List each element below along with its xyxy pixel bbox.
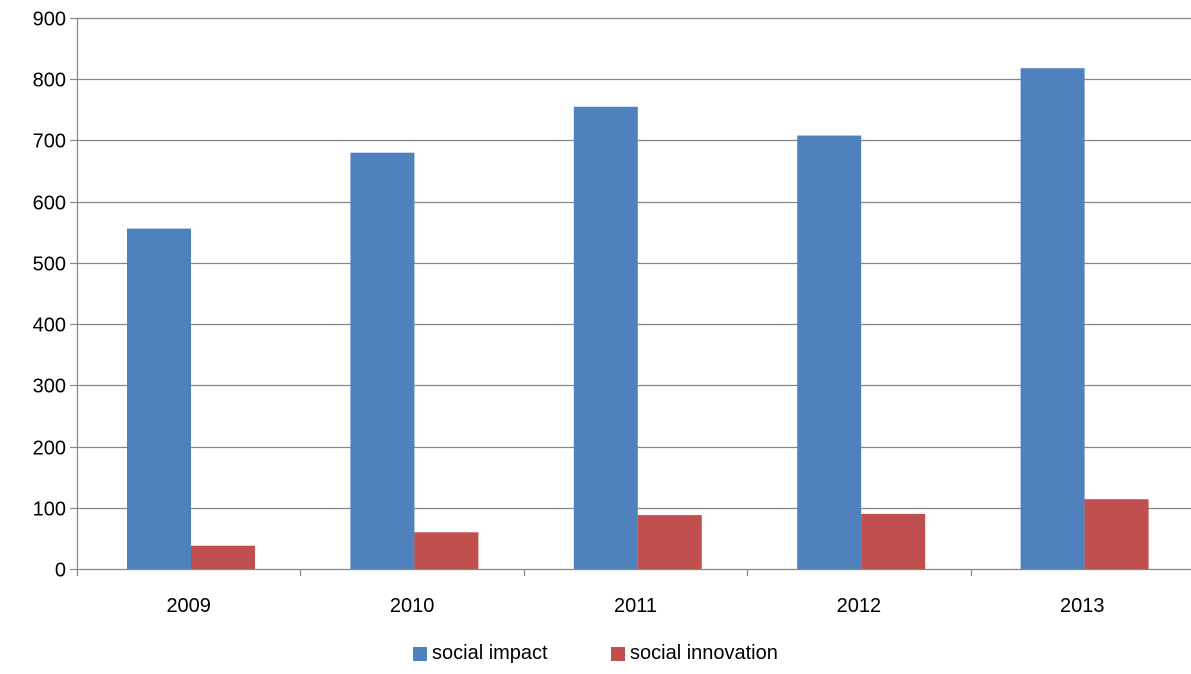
y-tick-label: 900	[33, 9, 66, 31]
y-tick-label: 500	[33, 254, 66, 276]
bar-social-innovation-2009	[191, 545, 255, 569]
x-tick-label: 2013	[1060, 595, 1105, 617]
bar-social-impact-2012	[797, 135, 862, 569]
x-tick-label: 2010	[390, 595, 435, 617]
axes	[70, 17, 1191, 576]
bar-social-impact-2013	[1020, 68, 1085, 570]
legend-label-social-innovation: social innovation	[630, 642, 778, 664]
tick-labels: 0 100 200 300 400 500 600 700 800 900 2009 2010 2011…	[33, 9, 1105, 618]
bar-social-innovation-2010	[414, 532, 479, 569]
y-tick-label: 400	[33, 315, 66, 337]
bar-social-innovation-2012	[861, 513, 926, 569]
y-tick-label: 200	[33, 438, 66, 460]
y-tick-label: 0	[55, 560, 66, 582]
bar-social-innovation-2013	[1084, 499, 1149, 569]
legend-label-social-impact: social impact	[432, 642, 548, 664]
y-tick-label: 300	[33, 376, 66, 398]
bar-social-impact-2011	[573, 106, 638, 570]
x-tick-label: 2009	[166, 595, 211, 617]
y-tick-label: 100	[33, 499, 66, 521]
x-tick-label: 2011	[614, 595, 657, 617]
bar-social-impact-2009	[127, 228, 191, 570]
y-tick-label: 600	[33, 193, 66, 215]
bars	[127, 68, 1149, 570]
y-tick-label: 700	[33, 131, 66, 153]
y-tick-label: 800	[33, 70, 66, 92]
legend: social impact social innovation	[413, 642, 778, 664]
legend-swatch-social-innovation	[611, 647, 625, 661]
legend-swatch-social-impact	[413, 647, 427, 661]
bar-social-impact-2010	[350, 152, 415, 569]
x-tick-label: 2012	[837, 595, 882, 617]
bar-social-innovation-2011	[637, 515, 702, 569]
